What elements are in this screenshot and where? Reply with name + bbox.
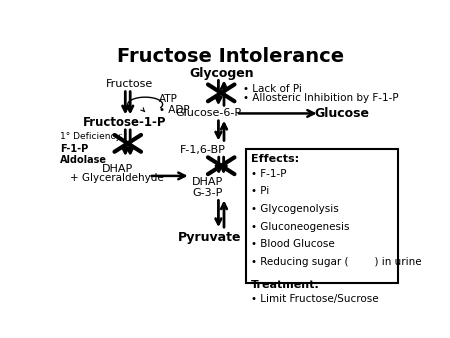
Text: G-3-P: G-3-P xyxy=(193,188,223,198)
Text: • ADP: • ADP xyxy=(159,104,190,115)
Text: Fructose-1-P: Fructose-1-P xyxy=(82,116,166,129)
Text: • F-1-P: • F-1-P xyxy=(251,169,286,178)
Text: DHAP: DHAP xyxy=(102,164,133,174)
FancyBboxPatch shape xyxy=(246,149,398,283)
Text: Glucose-6-P: Glucose-6-P xyxy=(175,108,241,118)
Text: • Allosteric Inhibition by F-1-P: • Allosteric Inhibition by F-1-P xyxy=(243,93,398,103)
Text: Effects:: Effects: xyxy=(251,154,299,164)
Text: Glycogen: Glycogen xyxy=(189,67,254,79)
Text: F-1,6-BP: F-1,6-BP xyxy=(180,145,225,155)
Text: F-1-P: F-1-P xyxy=(60,144,88,153)
Text: • Blood Glucose: • Blood Glucose xyxy=(251,239,334,249)
Text: • Limit Fructose/Sucrose: • Limit Fructose/Sucrose xyxy=(251,294,378,304)
Text: • Reducing sugar (        ) in urine: • Reducing sugar ( ) in urine xyxy=(251,257,421,267)
Text: + Glyceraldehyde: + Glyceraldehyde xyxy=(70,173,164,184)
Text: Treatment:: Treatment: xyxy=(251,280,320,290)
Text: DHAP: DHAP xyxy=(192,177,224,187)
Text: Glucose: Glucose xyxy=(315,107,370,120)
Text: • Gluconeogenesis: • Gluconeogenesis xyxy=(251,222,349,232)
Text: Fructose: Fructose xyxy=(106,78,153,89)
Text: • Lack of Pi: • Lack of Pi xyxy=(243,84,302,94)
Text: • Glycogenolysis: • Glycogenolysis xyxy=(251,204,338,214)
Text: Pyruvate: Pyruvate xyxy=(178,231,242,244)
Text: 1° Deficiency:: 1° Deficiency: xyxy=(60,132,123,141)
Text: ATP: ATP xyxy=(159,94,178,104)
Text: Fructose Intolerance: Fructose Intolerance xyxy=(117,47,344,66)
Text: Aldolase: Aldolase xyxy=(60,155,107,165)
Text: • Pi: • Pi xyxy=(251,186,269,196)
